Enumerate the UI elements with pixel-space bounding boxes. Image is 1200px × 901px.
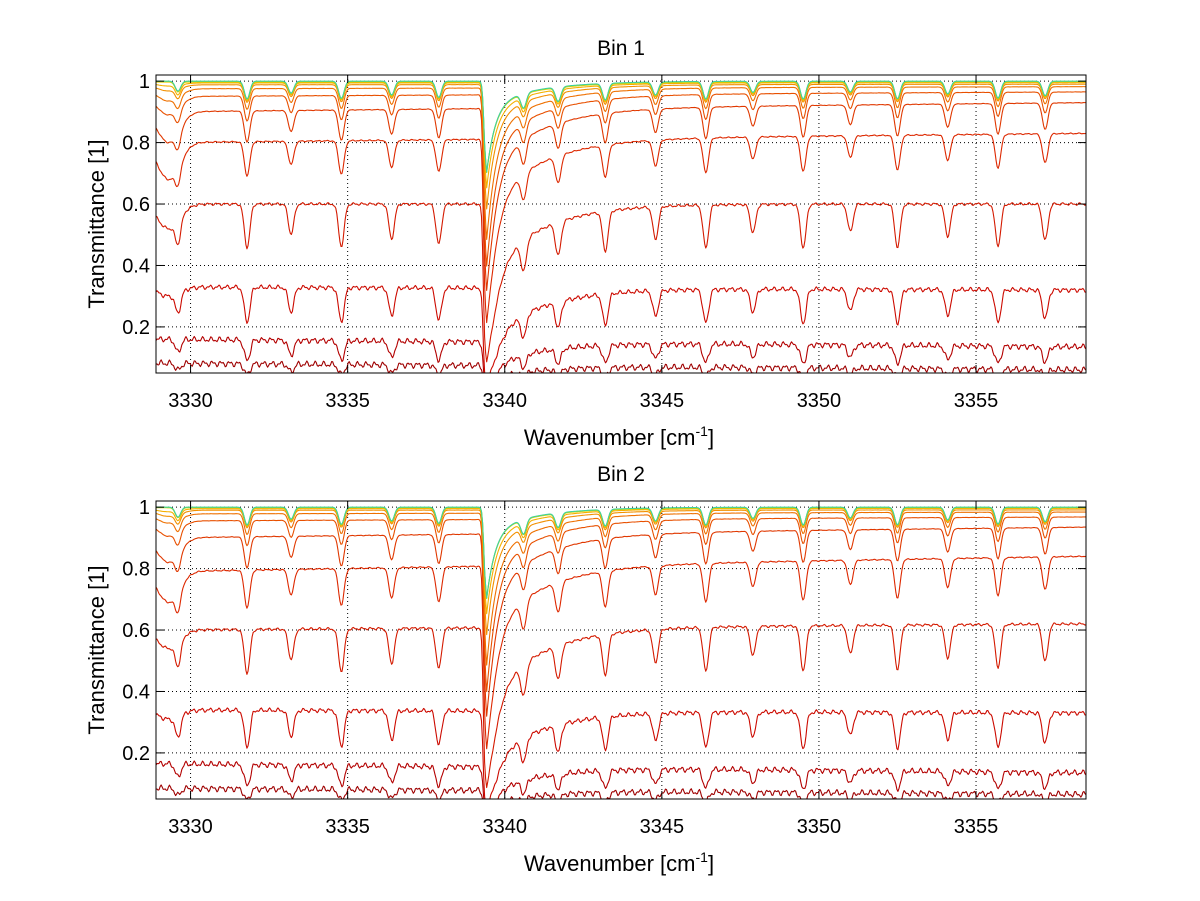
- plot-frame: [155, 500, 1087, 800]
- transmittance-series-6: [156, 526, 1086, 717]
- x-tick-label: 3340: [483, 816, 528, 838]
- chart-panel-bin-2: Bin 2 3330 3335 3340 3345 3350 3355 0.2 0.4 0.6 0…: [84, 463, 1087, 876]
- x-axis-label-suffix: ]: [708, 851, 714, 876]
- x-tick-label: 3355: [954, 390, 999, 412]
- chart-title: Bin 1: [597, 37, 645, 60]
- transmittance-series-13: [156, 506, 1086, 599]
- axis-ticks: 3330 3335 3340 3345 3350 3355 0.2 0.4 0.6 0.8 1: [122, 71, 1086, 412]
- x-axis-label-superscript: -1: [696, 423, 709, 439]
- series-lines: [156, 506, 1086, 799]
- transmittance-series-1: [156, 784, 1086, 799]
- transmittance-series-2: [156, 760, 1086, 799]
- transmittance-series-7: [156, 91, 1086, 267]
- transmittance-series-5: [156, 132, 1086, 324]
- transmittance-series-9: [156, 83, 1086, 210]
- grid-lines: [156, 501, 1086, 799]
- transmittance-series-6: [156, 102, 1086, 291]
- x-tick-label: 3345: [640, 390, 685, 412]
- y-tick-label: 0.8: [122, 133, 150, 155]
- x-tick-label: 3345: [640, 816, 685, 838]
- transmittance-series-4: [156, 202, 1086, 363]
- transmittance-series-4: [156, 622, 1086, 789]
- series-group: [156, 80, 1086, 373]
- y-tick-label: 0.6: [122, 194, 150, 216]
- transmittance-series-8: [156, 86, 1086, 240]
- x-tick-label: 3350: [797, 390, 842, 412]
- x-axis-label-text: Wavenumber [cm: [524, 851, 696, 876]
- transmittance-series-10: [156, 82, 1086, 189]
- y-tick-label: 1: [139, 497, 150, 519]
- transmittance-series-1: [156, 359, 1086, 373]
- transmittance-series-2: [156, 335, 1086, 373]
- transmittance-series-13: [156, 80, 1086, 173]
- x-tick-label: 3330: [168, 816, 213, 838]
- transmittance-series-10: [156, 507, 1086, 615]
- y-axis-label: Transmittance [1]: [84, 139, 109, 308]
- x-tick-label: 3350: [797, 816, 842, 838]
- x-axis-label-text: Wavenumber [cm: [524, 425, 696, 450]
- transmittance-series-5: [156, 555, 1086, 750]
- y-tick-label: 0.4: [122, 681, 150, 703]
- series-lines: [156, 80, 1086, 373]
- transmittance-series-3: [156, 707, 1086, 799]
- x-tick-label: 3330: [168, 390, 213, 412]
- y-tick-label: 1: [139, 71, 150, 93]
- transmittance-series-9: [156, 509, 1086, 636]
- transmittance-series-8: [156, 511, 1086, 666]
- transmittance-series-7: [156, 516, 1086, 693]
- x-axis-label-suffix: ]: [708, 425, 714, 450]
- y-axis-label: Transmittance [1]: [84, 565, 109, 734]
- y-tick-label: 0.4: [122, 255, 150, 277]
- x-axis-label-superscript: -1: [696, 849, 709, 865]
- y-tick-label: 0.2: [122, 317, 150, 339]
- series-group: [156, 506, 1086, 799]
- chart-panel-bin-1: Bin 1 3330 3335 3340 3345 3350 3355 0.2 0.4 0.6 0…: [84, 37, 1087, 450]
- chart-title: Bin 2: [597, 463, 645, 486]
- axis-ticks: 3330 3335 3340 3345 3350 3355 0.2 0.4 0.6 0.8 1: [122, 497, 1086, 838]
- x-tick-label: 3335: [325, 390, 370, 412]
- x-axis-label: Wavenumber [cm-1]: [524, 423, 714, 450]
- transmittance-series-3: [156, 284, 1086, 373]
- plot-frame: [155, 74, 1087, 374]
- y-tick-label: 0.8: [122, 559, 150, 581]
- y-tick-label: 0.2: [122, 743, 150, 765]
- x-tick-label: 3340: [483, 390, 528, 412]
- y-tick-label: 0.6: [122, 620, 150, 642]
- x-axis-label: Wavenumber [cm-1]: [524, 849, 714, 876]
- x-tick-label: 3335: [325, 816, 370, 838]
- x-tick-label: 3355: [954, 816, 999, 838]
- grid-lines: [156, 75, 1086, 373]
